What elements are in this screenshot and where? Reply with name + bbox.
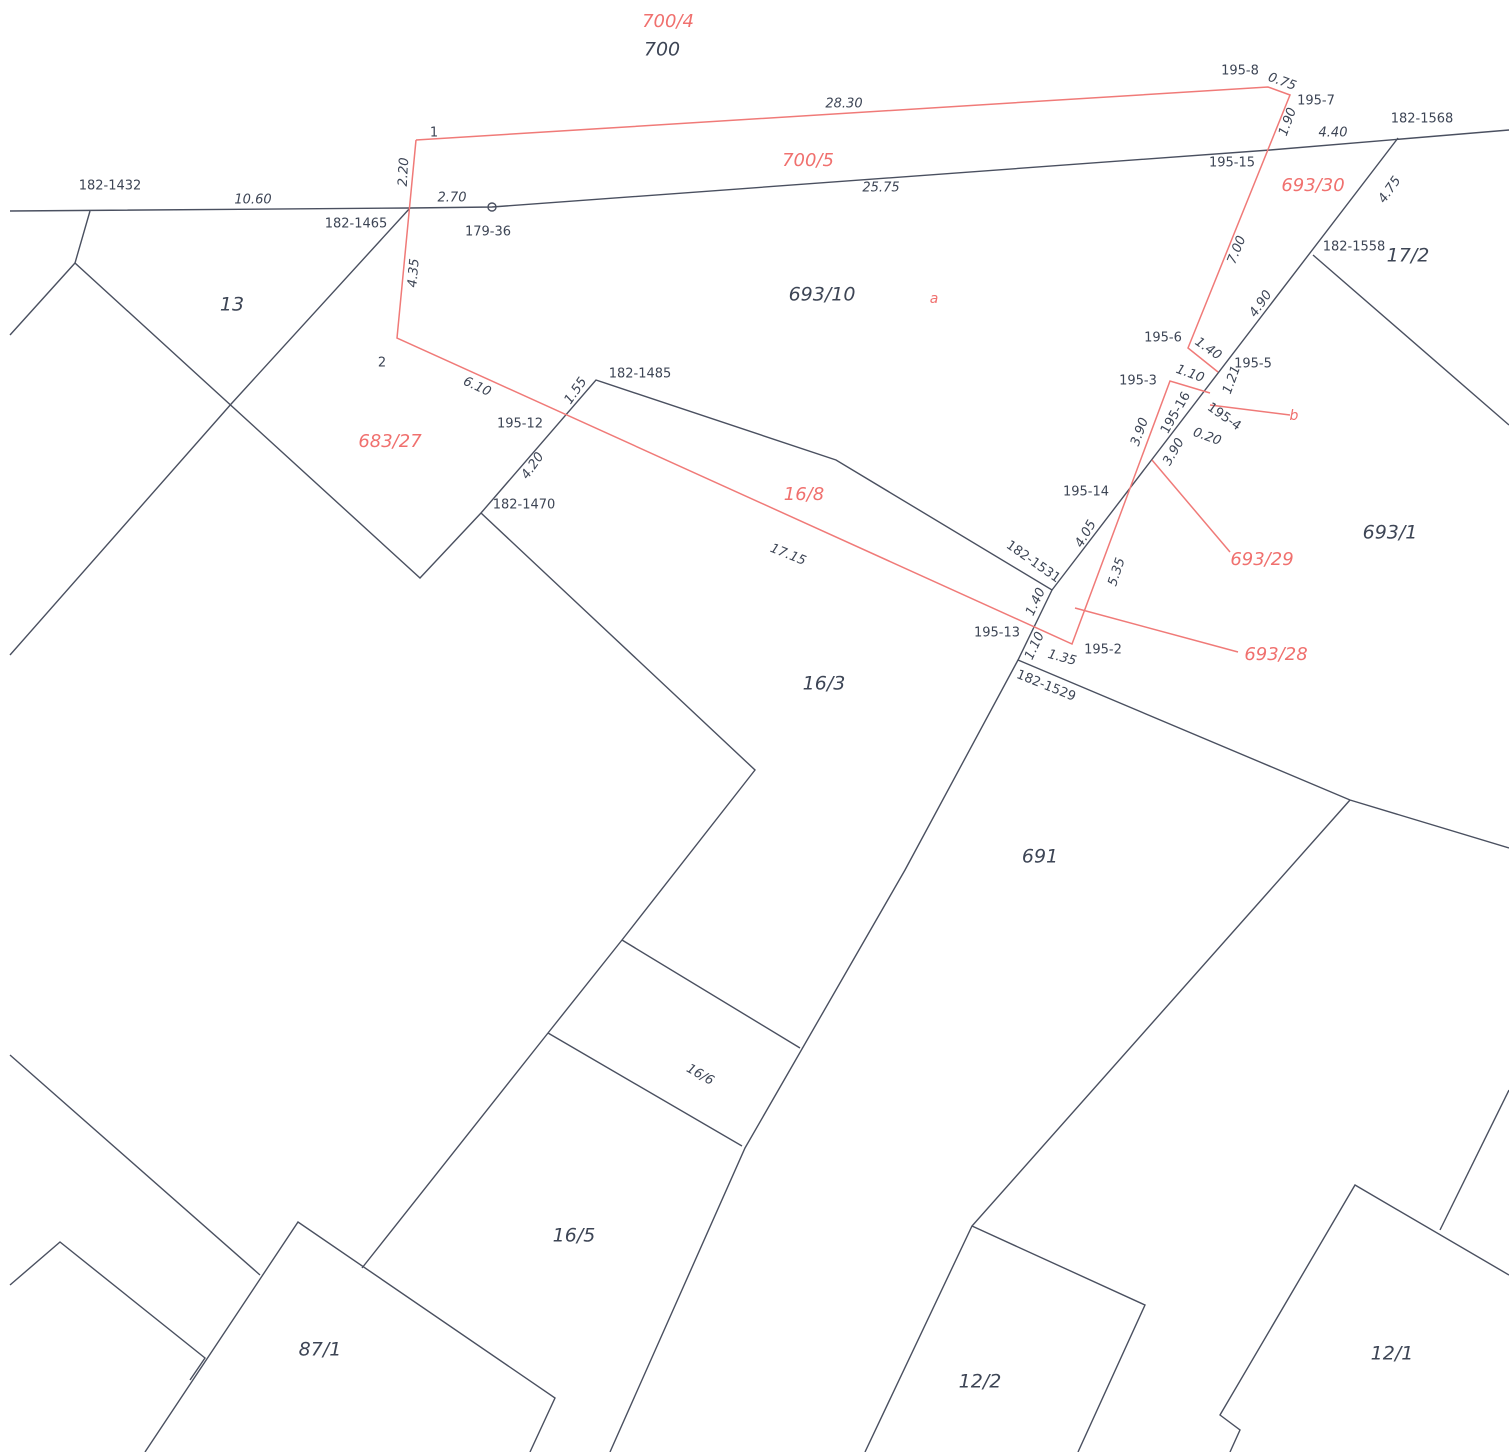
point-label: 195-4 [1204,400,1244,434]
measurement: 1.10 [1174,362,1206,386]
point-label: 195-13 [974,626,1020,641]
point-label: 182-1485 [609,367,672,382]
measurement: 0.20 [1191,425,1223,449]
point-label: 195-6 [1144,331,1182,346]
boundary [1440,1090,1509,1230]
boundaries [10,130,1509,1452]
point-label: 182-1558 [1323,240,1386,255]
point-label: 195-16 [1158,389,1194,436]
parcel-number: 16/6 [684,1061,717,1089]
measurement: 3.90 [1160,436,1187,469]
boundary [622,940,800,1048]
point-label: 1 [430,126,438,141]
part-label: a [930,291,939,307]
parcel-number: 17/2 [1387,245,1430,267]
parcel-number: 693/10 [789,284,856,306]
point-label: 195-14 [1063,485,1109,500]
point-label: 195-12 [497,417,543,432]
boundary [75,138,1398,590]
measurement: 4.75 [1376,174,1405,206]
point-labels: 182-1432 182-1465 179-36 182-1485 195-12… [79,64,1454,705]
new-parcel-number: 16/8 [784,484,824,505]
new-parcel-number: 693/28 [1244,644,1307,665]
parcel-number: 13 [220,294,244,316]
boundary [972,1226,1145,1452]
point-label: 182-1529 [1014,667,1078,704]
measurement: 2.20 [396,157,412,187]
new-parcel-number: 700/5 [782,150,834,171]
cadastral-map: 700 13 693/10 16/3 691 16/5 87/1 12/2 12… [0,0,1509,1452]
measurement: 1.40 [1023,586,1049,619]
boundary [145,1222,555,1452]
part-label: b [1290,408,1299,424]
parcel-number: 700 [644,39,680,61]
boundary [1220,1185,1509,1452]
parcel-number: 691 [1022,846,1058,868]
point-label: 195-2 [1084,643,1122,658]
measurement: 4.20 [519,450,548,482]
new-parcel-number: 683/27 [358,431,422,452]
arrow [1152,460,1230,552]
point-label: 182-1568 [1391,112,1454,127]
boundary [1313,255,1509,425]
measurement: 1.21 [1220,364,1244,396]
boundary [10,208,410,655]
boundary [548,1033,742,1146]
measurement: 7.00 [1225,234,1250,266]
measurement: 1.40 [1192,335,1224,364]
point-label: 179-36 [465,225,511,240]
measurement: 3.90 [1128,416,1152,448]
measurement: 25.75 [862,181,899,196]
new-boundaries [397,87,1290,652]
new-parcel-number: 693/29 [1230,549,1293,570]
new-boundary [416,87,1290,372]
boundary [865,800,1350,1452]
boundary [10,1055,260,1275]
boundary [610,590,1052,1452]
measurement: 4.35 [405,258,422,288]
parcel-number: 16/5 [553,1225,596,1247]
measurement: 10.60 [234,193,271,208]
point-label: 2 [378,356,386,371]
parcel-number: 12/2 [959,1371,1002,1393]
boundary [362,513,755,1268]
parcel-number: 16/3 [803,673,846,695]
new-parcel-number: 693/30 [1281,175,1344,196]
measurement: 1.90 [1276,106,1300,138]
boundary [10,1242,205,1380]
measurement: 1.10 [1022,630,1048,663]
parcel-number: 693/1 [1363,522,1418,544]
measurement: 6.10 [461,374,494,400]
new-parcel-number: 700/4 [642,11,694,32]
measurement: 5.35 [1105,556,1128,588]
point-label: 182-1432 [79,179,142,194]
measurement: 4.40 [1319,126,1348,141]
measurement: 17.15 [768,541,808,569]
parcel-number: 12/1 [1371,1343,1414,1365]
measurement: 2.70 [438,191,467,206]
point-label: 182-1470 [493,498,556,513]
point-label: 195-7 [1297,94,1335,109]
point-label: 195-8 [1221,64,1259,79]
parcel-number: 87/1 [299,1339,342,1361]
page: {"parcels": ["700", "13", "693/10", "16/… [0,0,1509,1452]
point-label: 195-15 [1209,156,1255,171]
point-label: 182-1465 [325,217,388,232]
measurement: 1.35 [1046,647,1078,669]
boundary [1018,660,1509,848]
measurement: 0.75 [1266,70,1298,94]
measurement: 28.30 [825,97,862,112]
boundary [10,263,75,335]
point-label: 195-3 [1119,374,1157,389]
new-boundary [397,140,1210,644]
